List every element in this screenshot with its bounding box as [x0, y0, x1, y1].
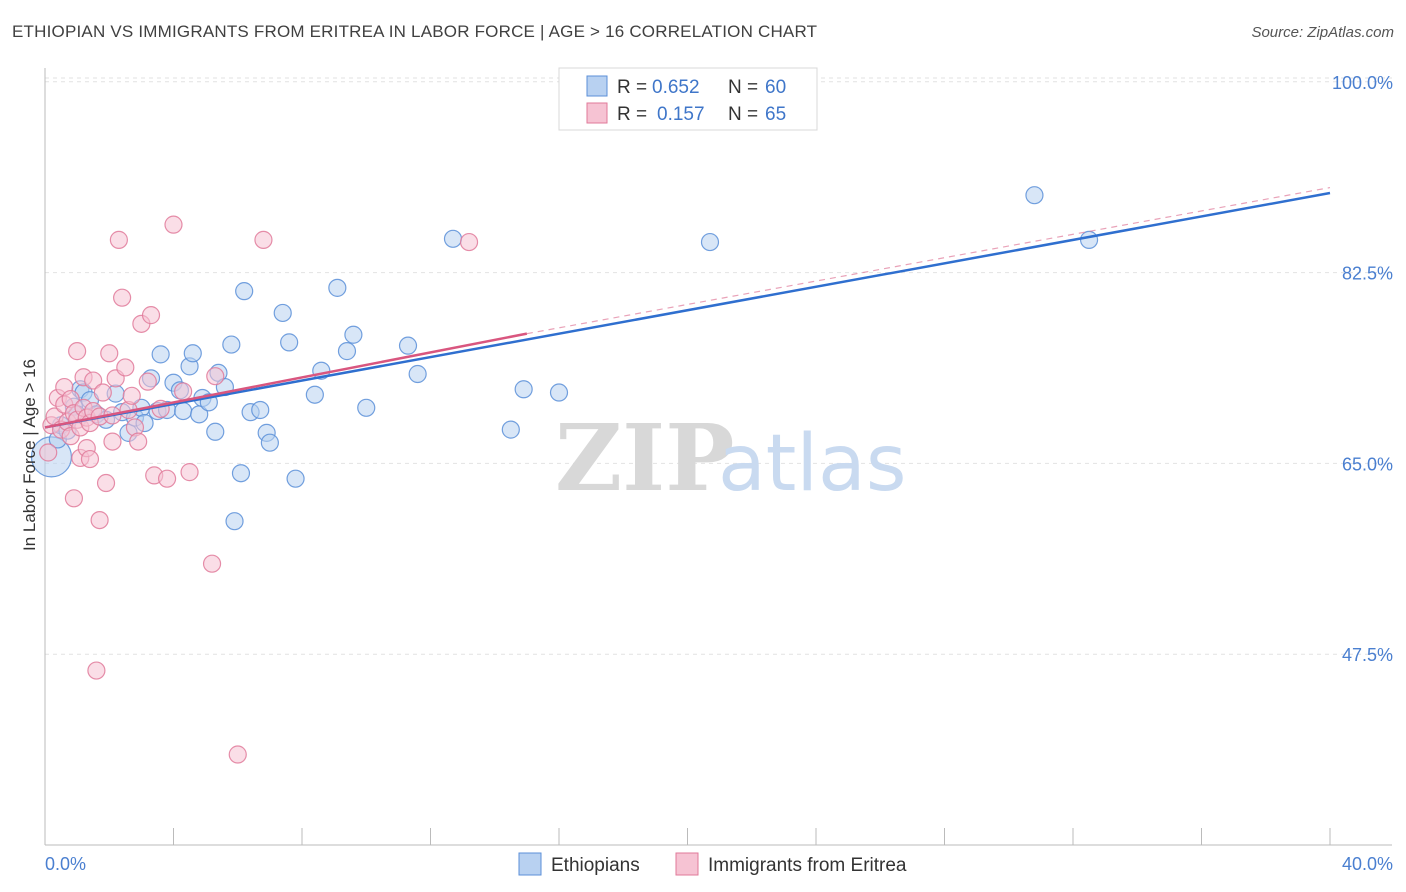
grid-lines	[45, 77, 1392, 655]
legend-swatch-ethiopians	[586, 75, 608, 97]
point-eritrea-52	[254, 230, 273, 249]
point-ethiopians-57	[1079, 230, 1099, 249]
watermark: ZIP atlas	[555, 404, 907, 512]
legend-n-label-1: N =	[728, 104, 758, 125]
point-ethiopians-39	[260, 433, 279, 452]
point-ethiopians-42	[286, 469, 305, 488]
y-tick-label-2: 65.0%	[1342, 454, 1393, 474]
trend-ethiopians	[44, 191, 1331, 429]
source-label: Source: ZipAtlas.com	[1251, 24, 1394, 41]
point-ethiopians-50	[408, 364, 427, 384]
point-eritrea-49	[202, 554, 222, 573]
point-ethiopians-49	[398, 336, 418, 355]
legend-n-label-0: N =	[728, 77, 758, 98]
y-tick-labels: 100.0% 82.5% 65.0% 47.5%	[1332, 73, 1393, 665]
point-ethiopians-33	[225, 512, 244, 531]
x-tick-labels: 0.0% 40.0%	[45, 854, 1393, 874]
point-eritrea-25	[90, 510, 109, 530]
point-eritrea-35	[116, 358, 135, 377]
point-ethiopians-43	[305, 385, 324, 404]
point-eritrea-33	[109, 230, 128, 249]
point-ethiopians-29	[206, 422, 225, 441]
point-ethiopians-45	[328, 278, 347, 297]
y-tick-label-0: 100.0%	[1332, 73, 1393, 93]
point-ethiopians-47	[344, 325, 363, 344]
legend-r-label-1: R =	[617, 104, 647, 125]
point-ethiopians-37	[251, 400, 270, 420]
legend-swatch-eritrea	[586, 102, 608, 124]
correlation-legend: R = 0.652 N = 60 R = 0.157 N = 65	[558, 67, 818, 131]
point-eritrea-51	[228, 745, 247, 764]
point-eritrea-39	[129, 432, 148, 451]
y-axis-label: In Labor Force | Age > 16	[20, 359, 39, 551]
x-tick-label-0: 0.0%	[45, 854, 86, 874]
bottom-legend: Ethiopians Immigrants from Eritrea	[518, 852, 907, 876]
legend-r-label-0: R =	[617, 77, 647, 98]
point-eritrea-53	[459, 232, 479, 252]
bottom-legend-ethiopians: Ethiopians	[551, 855, 640, 876]
legend-n-value-1: 65	[765, 104, 786, 125]
point-eritrea-46	[164, 215, 183, 234]
point-eritrea-37	[122, 386, 141, 405]
point-ethiopians-25	[183, 344, 202, 363]
bottom-legend-eritrea: Immigrants from Eritrea	[708, 855, 907, 876]
trend-eritrea	[44, 332, 528, 429]
watermark-atlas: atlas	[718, 419, 907, 509]
point-eritrea-31	[103, 432, 122, 451]
point-ethiopians-23	[174, 401, 193, 421]
point-eritrea-34	[112, 288, 132, 307]
point-eritrea-29	[100, 344, 119, 363]
point-eritrea-21	[80, 449, 100, 469]
point-ethiopians-46	[337, 342, 357, 361]
point-eritrea-48	[180, 463, 199, 482]
point-eritrea-0	[39, 443, 58, 462]
point-eritrea-41	[138, 372, 157, 391]
point-eritrea-22	[84, 371, 103, 390]
point-ethiopians-51	[443, 229, 463, 248]
trend-lines	[44, 186, 1331, 429]
legend-r-value-0: 0.652	[652, 77, 700, 98]
point-ethiopians-34	[231, 464, 251, 483]
bottom-legend-swatch-eritrea	[675, 852, 699, 876]
point-eritrea-24	[87, 661, 106, 680]
chart-title: ETHIOPIAN VS IMMIGRANTS FROM ERITREA IN …	[12, 22, 818, 41]
x-tick-label-1: 40.0%	[1342, 854, 1393, 874]
point-ethiopians-52	[501, 420, 520, 439]
point-ethiopians-40	[273, 303, 292, 323]
y-tick-label-1: 82.5%	[1342, 264, 1393, 284]
bottom-legend-swatch-ethiopians	[518, 852, 542, 876]
point-eritrea-11	[64, 489, 84, 508]
legend-r-value-1: 0.157	[657, 104, 705, 125]
point-eritrea-42	[141, 306, 161, 325]
point-eritrea-28	[96, 473, 116, 493]
point-ethiopians-56	[1025, 186, 1044, 205]
point-ethiopians-48	[357, 398, 376, 417]
point-ethiopians-55	[700, 232, 720, 252]
point-eritrea-47	[174, 382, 193, 401]
y-tick-label-3: 47.5%	[1342, 645, 1393, 665]
data-points	[30, 186, 1099, 764]
point-ethiopians-54	[549, 383, 569, 402]
point-eritrea-50	[206, 367, 225, 386]
point-eritrea-45	[157, 469, 177, 488]
legend-n-value-0: 60	[765, 77, 786, 98]
point-ethiopians-32	[222, 335, 241, 354]
point-ethiopians-19	[151, 345, 170, 364]
point-ethiopians-41	[280, 333, 299, 352]
point-eritrea-12	[68, 342, 87, 361]
trend-eritrea-extension	[526, 186, 1331, 335]
watermark-zip: ZIP	[555, 404, 734, 512]
point-eritrea-27	[93, 383, 112, 402]
point-ethiopians-53	[514, 380, 533, 399]
point-ethiopians-35	[235, 282, 254, 301]
